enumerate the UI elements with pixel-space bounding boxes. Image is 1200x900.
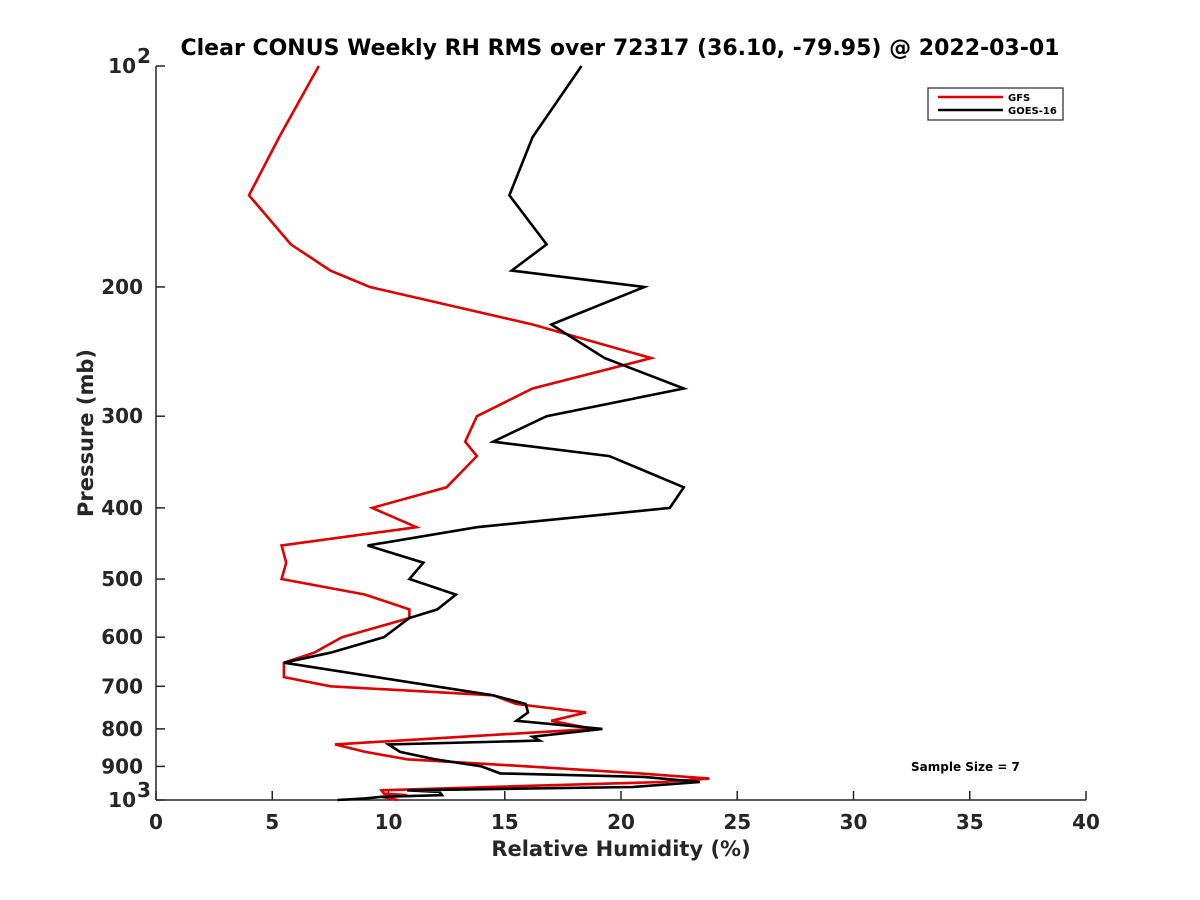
x-tick-label: 0: [149, 810, 163, 834]
x-tick-label: 15: [491, 810, 519, 834]
y-tick-label: 10: [108, 788, 136, 812]
x-axis-title: Relative Humidity (%): [491, 837, 750, 861]
y-tick-label: 400: [101, 496, 143, 520]
sample-size-annotation: Sample Size = 7: [911, 760, 1020, 774]
series-line-gfs: [247, 65, 710, 802]
series-line-goes16: [283, 65, 701, 802]
x-tick-label: 10: [375, 810, 403, 834]
x-tick-label: 30: [840, 810, 868, 834]
x-tick-label: 20: [607, 810, 635, 834]
plot-axes: [155, 66, 1086, 801]
y-tick-label: 900: [101, 754, 143, 778]
y-tick-label: 600: [101, 625, 143, 649]
x-tick-label: 40: [1072, 810, 1100, 834]
y-tick-label: 10: [108, 54, 136, 78]
x-tick-label: 25: [723, 810, 751, 834]
x-axis-ticks: 0 5 10 15 20 25 30 35 40: [149, 791, 1100, 834]
x-tick-label: 35: [956, 810, 984, 834]
y-tick-exponent: 3: [137, 778, 151, 802]
x-tick-label: 5: [265, 810, 279, 834]
legend-label-goes16: GOES-16: [1008, 106, 1057, 117]
y-tick-label: 500: [101, 567, 143, 591]
y-tick-label: 700: [101, 674, 143, 698]
legend-label-gfs: GFS: [1008, 93, 1030, 104]
legend-box: [927, 87, 1064, 121]
y-tick-label: 800: [101, 717, 143, 741]
legend: GFS GOES-16: [927, 87, 1064, 121]
y-axis-title: Pressure (mb): [74, 349, 98, 517]
series-lines: [247, 65, 710, 802]
y-tick-exponent: 2: [137, 44, 151, 68]
chart-title: Clear CONUS Weekly RH RMS over 72317 (36…: [181, 36, 1060, 61]
y-tick-label: 300: [101, 404, 143, 428]
y-tick-label: 200: [101, 275, 143, 299]
